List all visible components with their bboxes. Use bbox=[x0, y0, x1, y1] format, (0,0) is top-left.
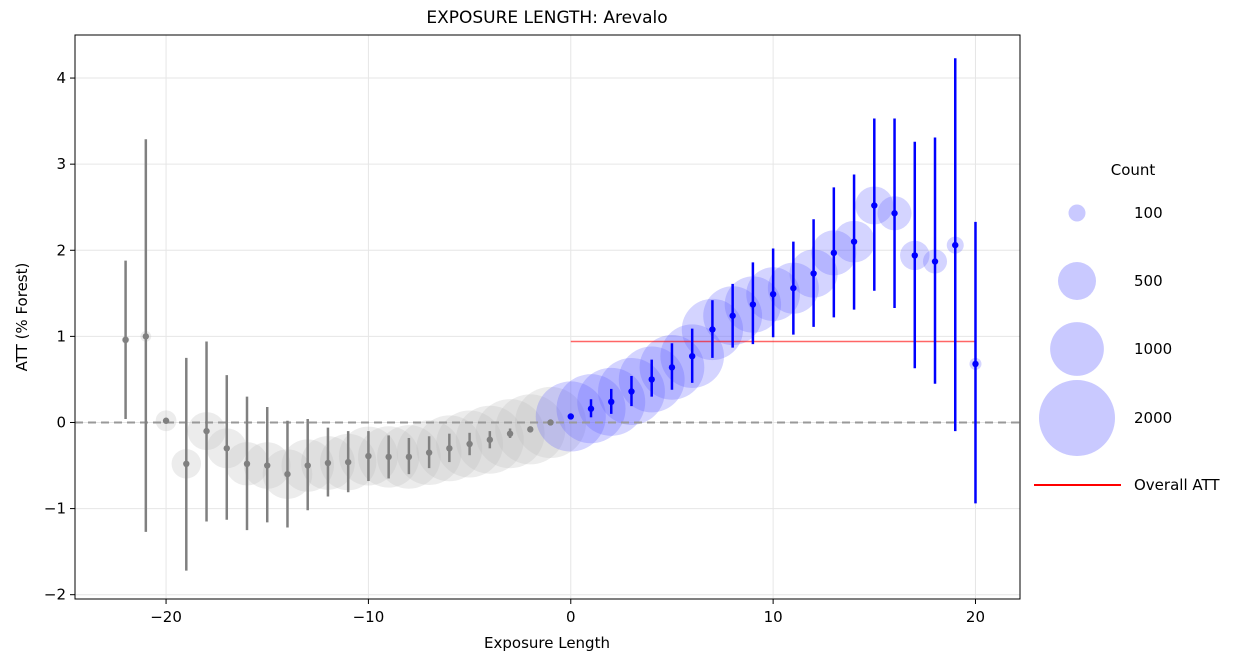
point-pre bbox=[183, 460, 190, 468]
point-pre bbox=[324, 459, 332, 467]
x-axis-label: Exposure Length bbox=[484, 634, 610, 652]
y-tick-label: −2 bbox=[44, 586, 66, 604]
point-pre bbox=[264, 462, 271, 469]
point-pre bbox=[446, 445, 453, 452]
point-pre bbox=[405, 453, 413, 461]
point-post bbox=[648, 376, 655, 383]
legend-title: Count bbox=[1111, 161, 1156, 179]
y-tick-label: −1 bbox=[44, 500, 66, 518]
x-tick-label: 10 bbox=[764, 608, 783, 626]
point-pre bbox=[486, 436, 494, 443]
point-post bbox=[709, 326, 716, 333]
bubble-layer bbox=[121, 186, 982, 499]
point-post bbox=[810, 270, 817, 277]
point-post bbox=[668, 364, 676, 371]
x-tick-label: −10 bbox=[353, 608, 385, 626]
point-pre bbox=[203, 427, 210, 435]
points bbox=[122, 202, 979, 478]
legend-size-label: 100 bbox=[1134, 204, 1163, 222]
point-pre bbox=[425, 449, 433, 456]
legend-size-label: 2000 bbox=[1134, 409, 1172, 427]
point-post bbox=[972, 360, 979, 368]
point-pre bbox=[304, 462, 311, 469]
legend-overall-att-label: Overall ATT bbox=[1134, 476, 1220, 494]
x-tick-label: −20 bbox=[150, 608, 182, 626]
point-post bbox=[688, 352, 696, 360]
point-post bbox=[952, 241, 959, 249]
legend-bubble bbox=[1057, 261, 1097, 301]
point-pre bbox=[223, 445, 230, 452]
point-pre bbox=[385, 453, 392, 461]
point-pre bbox=[122, 336, 129, 344]
point-post bbox=[769, 290, 777, 298]
x-tick-label: 20 bbox=[966, 608, 985, 626]
point-post bbox=[931, 258, 939, 265]
point-post bbox=[830, 249, 838, 257]
error-bars bbox=[124, 58, 977, 571]
legend: Count 100 500 1000 2000 Overall ATT bbox=[1034, 161, 1220, 494]
point-pre bbox=[365, 452, 372, 460]
point-post bbox=[608, 398, 615, 406]
chart-title: EXPOSURE LENGTH: Arevalo bbox=[426, 8, 667, 28]
point-post bbox=[871, 202, 878, 209]
x-tick-label: 0 bbox=[566, 608, 576, 626]
point-post bbox=[749, 301, 757, 308]
point-pre bbox=[344, 458, 352, 466]
point-pre bbox=[547, 419, 554, 426]
legend-bubble bbox=[1050, 322, 1104, 376]
plot-frame bbox=[74, 34, 1021, 600]
point-pre bbox=[142, 333, 150, 340]
y-tick-label: 0 bbox=[56, 413, 66, 431]
point-post bbox=[911, 252, 918, 259]
point-post bbox=[729, 312, 736, 319]
legend-bubble bbox=[1038, 379, 1116, 457]
grid bbox=[75, 35, 1020, 599]
point-post bbox=[628, 388, 635, 395]
point-pre bbox=[284, 470, 291, 478]
y-tick-label: 2 bbox=[56, 241, 66, 259]
point-pre bbox=[527, 426, 534, 433]
legend-bubble bbox=[1068, 204, 1086, 222]
point-pre bbox=[466, 440, 473, 448]
point-pre bbox=[243, 460, 251, 468]
legend-size-label: 500 bbox=[1134, 272, 1163, 290]
point-pre bbox=[162, 417, 170, 424]
y-tick-label: 1 bbox=[56, 327, 66, 345]
point-post bbox=[567, 413, 574, 420]
y-axis-label: ATT (% Forest) bbox=[13, 263, 31, 372]
point-post bbox=[891, 210, 898, 217]
point-post bbox=[850, 238, 858, 245]
legend-size-label: 1000 bbox=[1134, 340, 1172, 358]
point-post bbox=[587, 405, 595, 412]
point-post bbox=[790, 284, 797, 292]
y-tick-label: 4 bbox=[56, 69, 66, 87]
point-pre bbox=[506, 430, 514, 437]
y-tick-label: 3 bbox=[56, 155, 66, 173]
